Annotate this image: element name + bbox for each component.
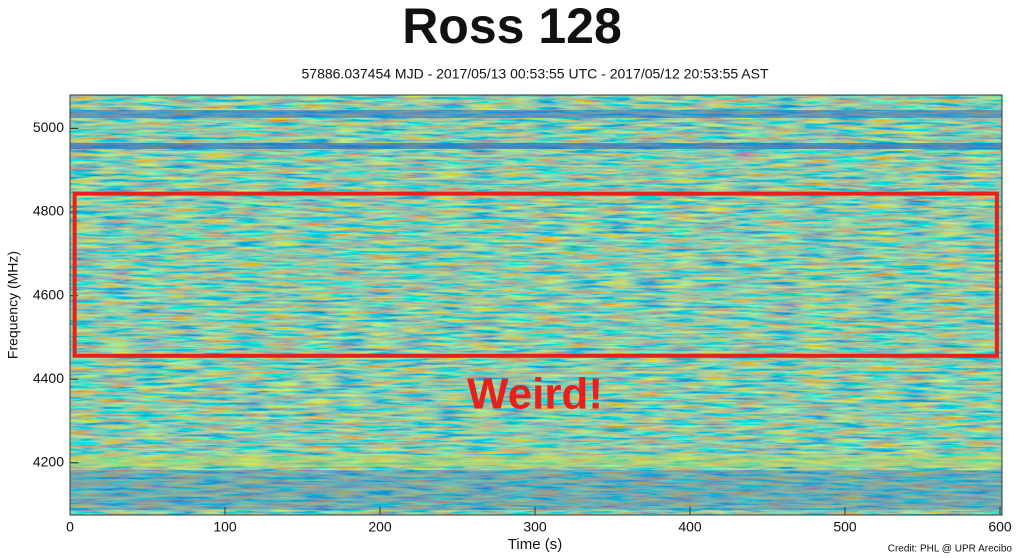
spectrogram-band bbox=[70, 455, 1002, 467]
credit: Credit: PHL @ UPR Arecibo bbox=[888, 544, 1013, 555]
y-tick-label: 4200 bbox=[33, 453, 64, 469]
x-axis-label: Time (s) bbox=[508, 536, 562, 553]
chart-title: Ross 128 bbox=[402, 0, 622, 54]
plot-frame bbox=[69, 94, 1003, 516]
x-tick-label: 0 bbox=[66, 519, 74, 535]
y-tick-label: 4400 bbox=[33, 370, 64, 386]
x-tick-label: 200 bbox=[368, 519, 392, 535]
spectrogram-band bbox=[70, 143, 1002, 149]
y-axis-label: Frequency (MHz) bbox=[5, 251, 21, 359]
y-tick-label: 4600 bbox=[33, 286, 64, 302]
spectrogram-band bbox=[70, 110, 1002, 118]
x-tick-label: 100 bbox=[213, 519, 237, 535]
x-tick-label: 500 bbox=[833, 519, 857, 535]
spectrogram-texture bbox=[70, 95, 1002, 515]
highlight-box bbox=[72, 191, 999, 358]
x-tick-label: 600 bbox=[988, 519, 1012, 535]
x-tick-label: 400 bbox=[678, 519, 702, 535]
y-tick-label: 4800 bbox=[33, 203, 64, 219]
spectrogram-band bbox=[70, 470, 1002, 510]
x-tick-label: 300 bbox=[523, 519, 547, 535]
annotation: Weird! bbox=[467, 370, 603, 419]
y-tick-label: 5000 bbox=[33, 119, 64, 135]
chart-subtitle: 57886.037454 MJD - 2017/05/13 00:53:55 U… bbox=[302, 66, 769, 82]
plot-area bbox=[69, 94, 1003, 516]
